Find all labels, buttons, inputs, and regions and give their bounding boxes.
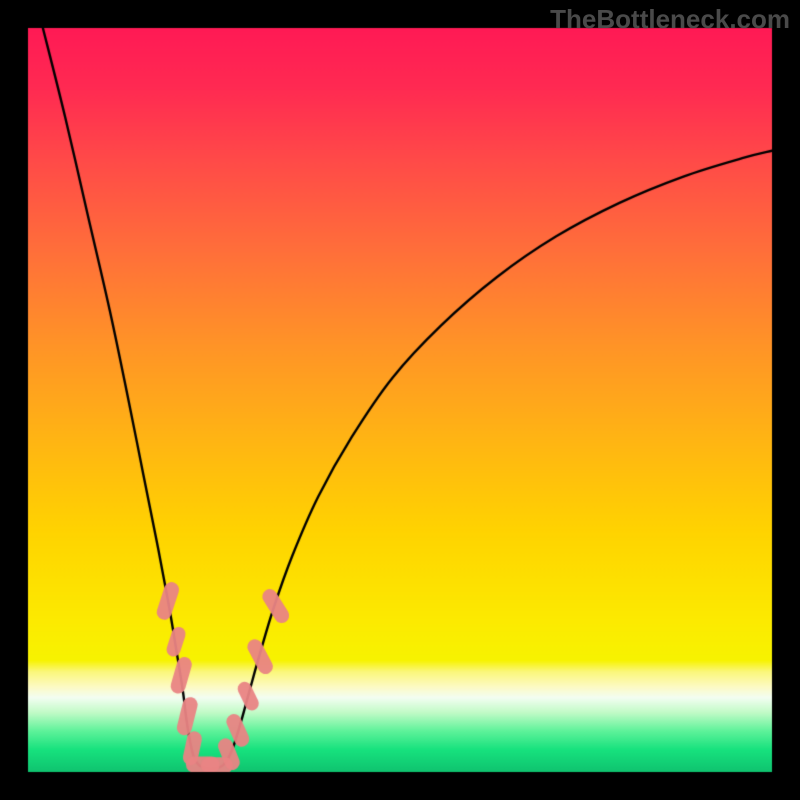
bottleneck-chart-canvas [0,0,800,800]
chart-stage: TheBottleneck.com [0,0,800,800]
